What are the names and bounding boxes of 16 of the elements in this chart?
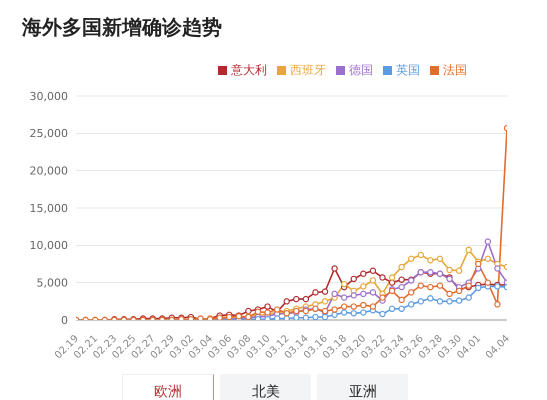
region-tab: 亚洲 — [317, 374, 408, 400]
legend-label: 法国 — [443, 63, 467, 77]
y-tick-label: 20,000 — [30, 164, 68, 178]
y-tick-label: 15,000 — [30, 202, 68, 215]
y-tick-label: 30,000 — [30, 90, 68, 103]
y-tick-label: 0 — [61, 314, 68, 327]
legend-label: 意大利 — [231, 63, 267, 77]
region-tab: 北美 — [220, 374, 311, 400]
y-tick-label: 10,000 — [30, 239, 68, 252]
y-tick-label: 25,000 — [30, 127, 68, 140]
legend-label: 英国 — [396, 63, 420, 77]
legend-label: 西班牙 — [290, 63, 326, 77]
chart-title: 海外多国新增确诊趋势 — [22, 14, 222, 41]
legend-label: 德国 — [349, 63, 373, 77]
y-tick-label: 5,000 — [36, 276, 68, 290]
region-tab: 欧洲 — [122, 374, 214, 400]
